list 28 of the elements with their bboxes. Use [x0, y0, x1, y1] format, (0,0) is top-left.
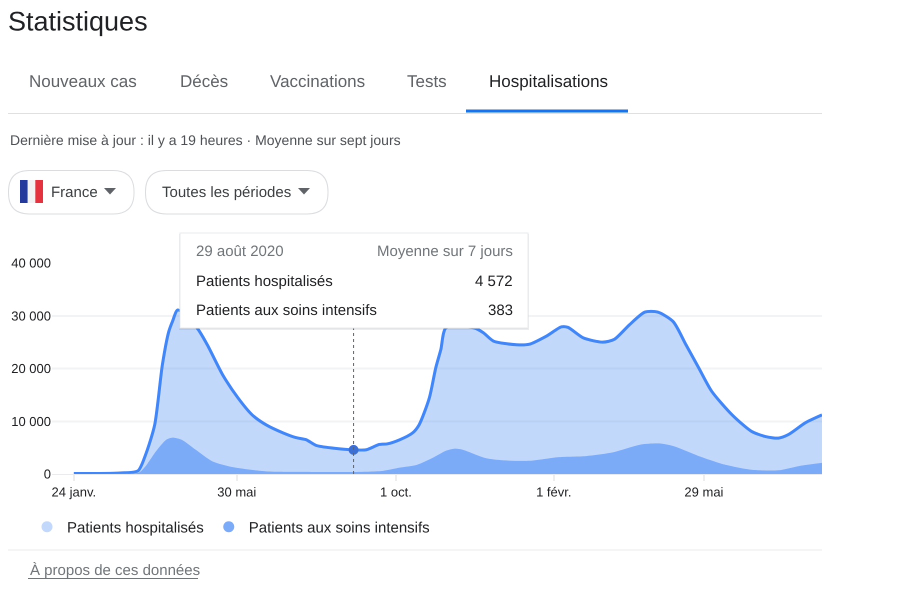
text: Patients aux soins intensifs: [196, 302, 377, 319]
text: Vaccinations: [270, 72, 366, 91]
legend-label: Patients hospitalisés: [67, 520, 204, 537]
text: Patients hospitalisés: [196, 273, 333, 290]
x-tick-label: 1 févr.: [536, 484, 572, 500]
y-tick-label: 40 000: [11, 256, 51, 271]
x-tick-label: 24 janv.: [52, 484, 96, 500]
y-tick-label: 30 000: [11, 308, 51, 324]
chart-title: Statistiques: [8, 6, 148, 36]
text: Toutes les périodes: [162, 184, 292, 201]
text: Moyenne sur 7 jours: [377, 243, 513, 260]
x-tick-label: 30 mai: [217, 484, 256, 500]
x-tick-label: 1 oct.: [380, 484, 412, 500]
text: À propos de ces données: [30, 561, 200, 579]
text: 29 août 2020: [196, 243, 284, 260]
x-tick-label: 29 mai: [684, 484, 724, 500]
chart-subtitle: Dernière mise à jour : il y a 19 heures · Moyenne sur sept jours: [10, 132, 401, 148]
legend-label: Patients aux soins intensifs: [248, 520, 430, 537]
annotation: 4 572: [475, 273, 513, 290]
annotation: 383: [488, 302, 514, 319]
y-tick-label: 0: [44, 466, 51, 482]
y-tick-label: 20 000: [11, 361, 51, 376]
text: Tests: [407, 72, 447, 91]
text: Nouveaux cas: [29, 72, 137, 91]
text: Hospitalisations: [489, 72, 608, 91]
text: Décès: [180, 72, 228, 91]
y-tick-label: 10 000: [11, 414, 51, 429]
text: France: [51, 184, 98, 201]
